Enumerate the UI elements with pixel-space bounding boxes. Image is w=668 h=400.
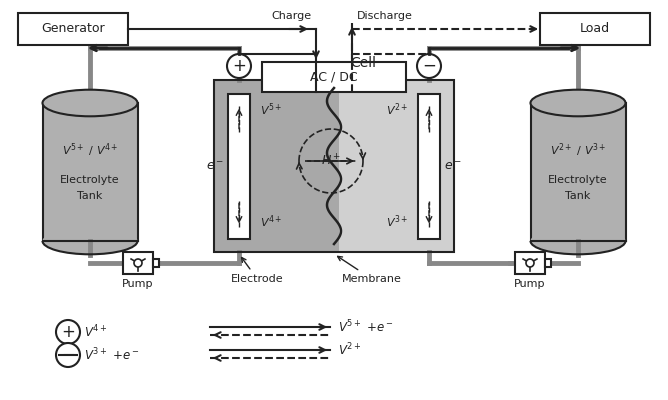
Text: Electrode: Electrode <box>231 258 284 284</box>
Text: $V^{3+}$: $V^{3+}$ <box>385 214 408 230</box>
Bar <box>515 252 545 274</box>
Bar <box>545 259 551 267</box>
Ellipse shape <box>43 228 138 254</box>
Circle shape <box>227 54 251 78</box>
Bar <box>18 13 128 45</box>
Ellipse shape <box>530 228 625 254</box>
Text: $V^{5+}$ +$e^-$: $V^{5+}$ +$e^-$ <box>338 319 393 335</box>
Circle shape <box>134 259 142 267</box>
Bar <box>530 103 625 241</box>
Text: −: − <box>422 57 436 75</box>
Text: Discharge: Discharge <box>357 11 413 21</box>
Text: $V^{5+}$ / $V^{4+}$: $V^{5+}$ / $V^{4+}$ <box>61 141 118 159</box>
Text: $V^{2+}$: $V^{2+}$ <box>385 102 408 118</box>
Bar <box>153 259 159 267</box>
Bar <box>43 103 138 241</box>
Text: Pump: Pump <box>514 279 546 289</box>
Text: $V^{2+}$ / $V^{3+}$: $V^{2+}$ / $V^{3+}$ <box>550 141 607 159</box>
Text: Load: Load <box>580 22 610 36</box>
Text: $V^{4+}$: $V^{4+}$ <box>260 214 283 230</box>
Text: Tank: Tank <box>565 191 591 201</box>
Bar <box>262 62 406 92</box>
Bar <box>123 252 153 274</box>
Text: $e^-$: $e^-$ <box>206 160 224 172</box>
Text: Generator: Generator <box>41 22 105 36</box>
Circle shape <box>56 320 80 344</box>
Text: +: + <box>61 323 75 341</box>
Circle shape <box>417 54 441 78</box>
Text: $V^{5+}$: $V^{5+}$ <box>260 102 283 118</box>
Text: Cell: Cell <box>350 56 376 70</box>
Bar <box>540 13 650 45</box>
Text: $V^{2+}$: $V^{2+}$ <box>338 342 362 358</box>
Bar <box>228 94 250 238</box>
Text: Electrolyte: Electrolyte <box>548 175 608 185</box>
Ellipse shape <box>530 90 625 116</box>
Text: $H^+$: $H^+$ <box>321 153 341 169</box>
Bar <box>339 80 454 252</box>
Ellipse shape <box>43 90 138 116</box>
Text: $V^{4+}$: $V^{4+}$ <box>84 324 108 340</box>
Bar <box>214 80 339 252</box>
Bar <box>214 80 454 252</box>
Text: Electrolyte: Electrolyte <box>60 175 120 185</box>
Text: $e^-$: $e^-$ <box>444 160 462 172</box>
Text: +: + <box>232 57 246 75</box>
Bar <box>418 94 440 238</box>
Text: Membrane: Membrane <box>337 256 402 284</box>
Text: Tank: Tank <box>77 191 103 201</box>
Circle shape <box>526 259 534 267</box>
Text: AC / DC: AC / DC <box>310 70 358 84</box>
Text: Pump: Pump <box>122 279 154 289</box>
Circle shape <box>56 343 80 367</box>
Text: $V^{3+}$ +$e^-$: $V^{3+}$ +$e^-$ <box>84 347 140 363</box>
Text: −: − <box>61 346 75 364</box>
Text: Charge: Charge <box>271 11 311 21</box>
